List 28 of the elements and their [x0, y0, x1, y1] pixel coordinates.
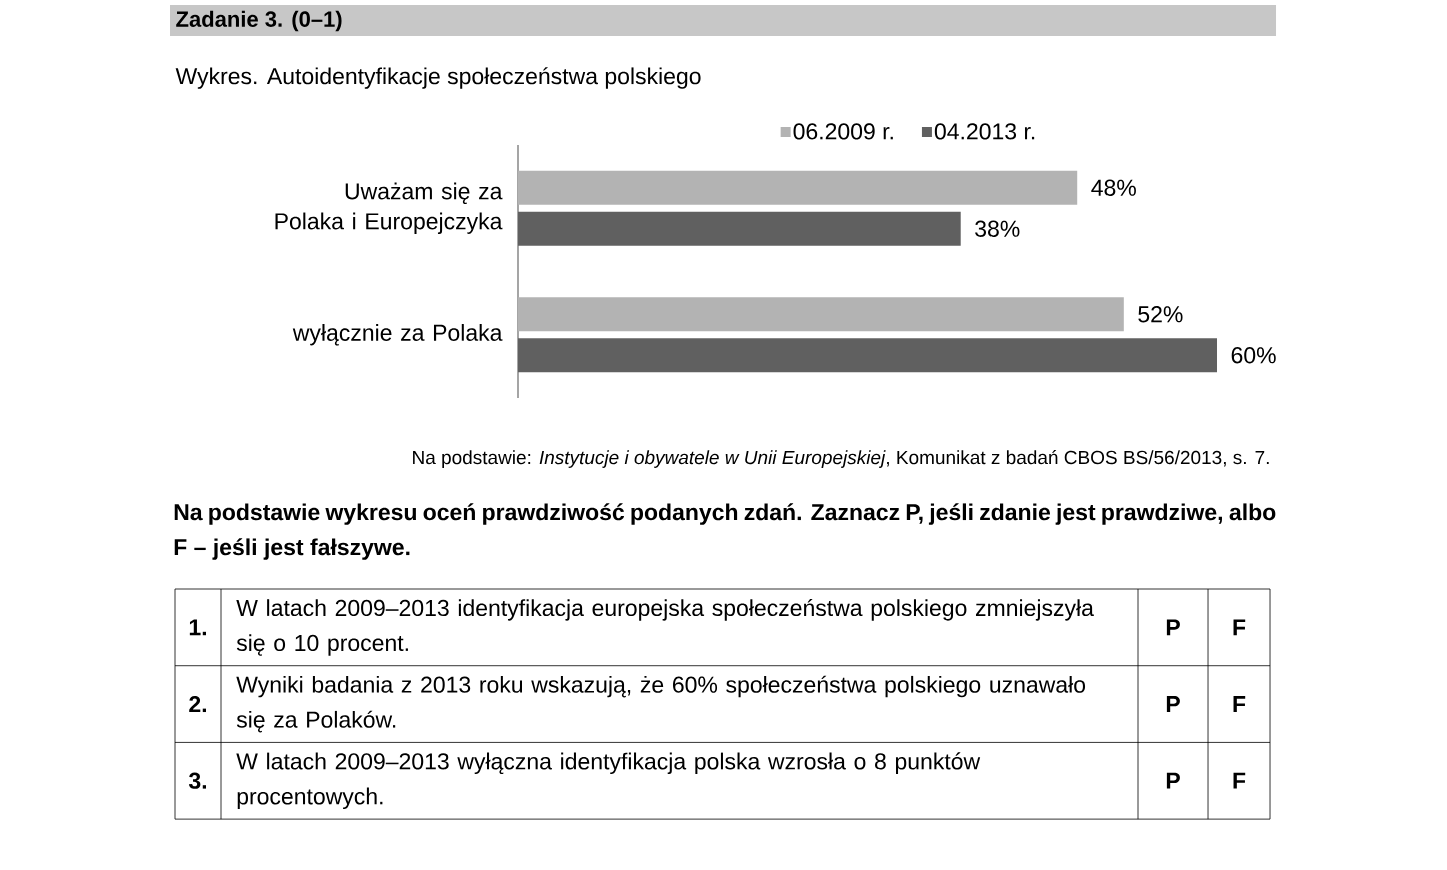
data-label: 52% [1138, 306, 1183, 323]
text: F [1233, 619, 1246, 636]
text: P [1166, 619, 1180, 636]
text: Na podstawie: Instytucje i obywatele w Unii Europejskiej, Komunikat z badań CBOS BS/56/2013, s. 7. [413, 450, 1269, 468]
data-label: 38% [975, 220, 1020, 237]
y-tick-label: Uważam się za Polaka i Europejczyka [275, 182, 503, 234]
text: 1. [189, 619, 207, 636]
bar [518, 211, 961, 246]
legend-label: 04.2013 r. [934, 123, 1035, 140]
text: Na podstawie wykresu oceń prawdziwość podanych zdań. Zaznacz P, jeśli zdanie jest prawdziwe, albo F – jeśli jest fałszywe. [174, 503, 1276, 560]
text: W latach 2009–2013 wyłączna identyfikacja polska wzrosła o 8 punktów procentowych. [236, 752, 981, 810]
bar [518, 170, 1078, 205]
chart-title: Wykres. Autoidentyfikacje społeczeństwa polskiego [175, 67, 701, 89]
legend-label: 06.2009 r. [793, 123, 893, 140]
data-label: 60% [1231, 347, 1276, 364]
text: 3. [188, 772, 207, 789]
text: W latach 2009–2013 identyfikacja europejska społeczeństwa polskiego zmniejszyła się o 10 procent. [236, 598, 1094, 656]
text: F [1233, 772, 1246, 789]
data-label: 48% [1091, 179, 1136, 196]
text: Wyniki badania z 2013 roku wskazują, że 60% społeczeństwa polskiego uznawało się za Polaków. [236, 675, 1086, 733]
bar [518, 297, 1124, 332]
text: F [1233, 696, 1246, 712]
y-tick-label: wyłącznie za Polaka [292, 324, 503, 346]
text: P [1166, 696, 1180, 712]
bar [518, 338, 1218, 373]
text: P [1166, 772, 1180, 789]
text: 2. [189, 695, 207, 713]
text: Zadanie 3. (0–1) [176, 10, 342, 32]
